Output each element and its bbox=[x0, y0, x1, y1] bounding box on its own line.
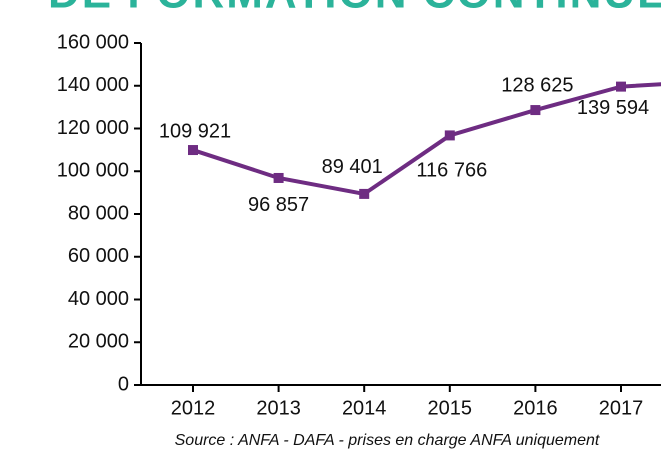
x-tick-label: 2014 bbox=[342, 397, 387, 419]
source: Source : ANFA - DAFA - prises en charge … bbox=[175, 432, 600, 449]
marker bbox=[359, 188, 370, 199]
y-tick-label: 80 000 bbox=[68, 202, 129, 224]
marker bbox=[616, 81, 626, 92]
data-label: 128 625 bbox=[501, 74, 573, 96]
marker bbox=[444, 130, 455, 141]
y-tick-label: 140 000 bbox=[57, 74, 129, 96]
x-tick-label: 2017 bbox=[599, 397, 644, 419]
data-label: 139 594 bbox=[577, 97, 649, 119]
y-tick-label: 100 000 bbox=[57, 160, 129, 182]
x-tick-label: 2012 bbox=[171, 397, 216, 419]
y-tick-label: 60 000 bbox=[68, 245, 129, 267]
data-label: 116 766 bbox=[416, 160, 487, 182]
data-label: 96 857 bbox=[248, 194, 309, 216]
x-tick-label: 2015 bbox=[428, 397, 473, 419]
y-tick-label: 120 000 bbox=[57, 117, 129, 139]
marker bbox=[188, 145, 198, 156]
y-tick-label: 40 000 bbox=[68, 288, 129, 310]
marker bbox=[530, 105, 541, 116]
data-label: 89 401 bbox=[322, 156, 383, 178]
data-label: 109 921 bbox=[159, 120, 231, 142]
x-tick-label: 2016 bbox=[513, 397, 558, 419]
marker bbox=[273, 172, 284, 183]
x-tick-label: 2013 bbox=[256, 397, 301, 419]
y-tick-label: 20 000 bbox=[68, 331, 129, 353]
chart-title: DE FORMATION CONTINUE bbox=[48, 0, 661, 18]
y-tick-label: 160 000 bbox=[57, 31, 129, 53]
y-tick-label: 0 bbox=[118, 373, 129, 395]
